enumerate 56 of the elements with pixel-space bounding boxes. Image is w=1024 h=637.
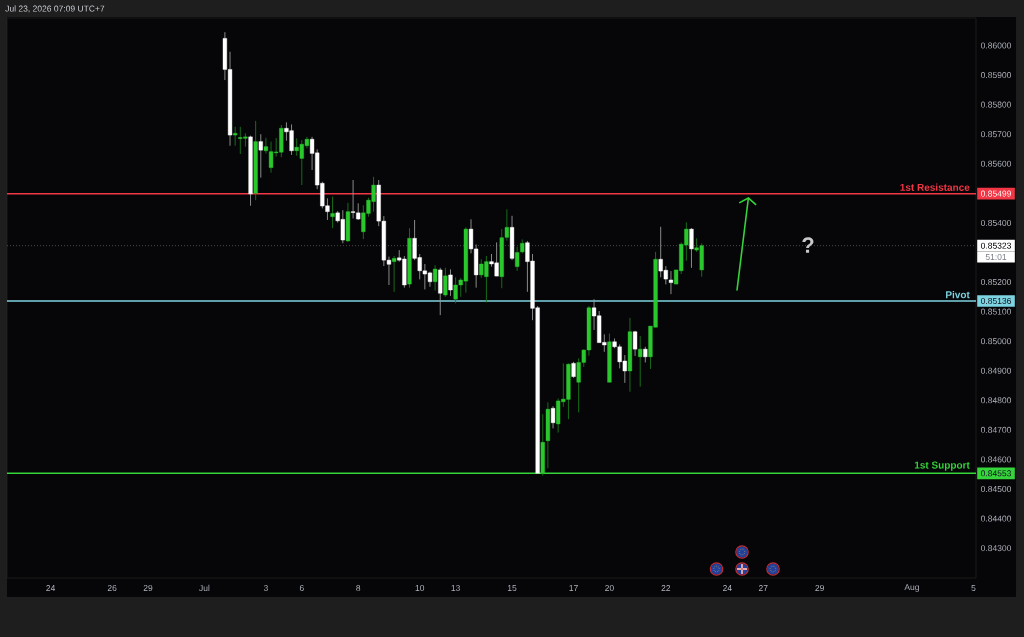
y-tick-label: 0.85400 (980, 219, 1012, 226)
x-tick-label: 3 (263, 585, 268, 591)
x-tick-label: Aug (904, 584, 919, 592)
x-tick-label: 29 (143, 585, 153, 591)
candlestick (689, 227, 694, 269)
y-tick-label: 0.85100 (980, 308, 1012, 315)
x-tick-label: 10 (415, 585, 425, 591)
y-tick-label: 0.84700 (980, 426, 1012, 433)
candlestick (258, 133, 263, 179)
candlestick (433, 264, 438, 292)
candlestick (392, 255, 397, 293)
y-tick-label: 0.85323 (980, 242, 1012, 249)
y-tick-label: 0.85200 (980, 279, 1012, 286)
ref-line-label: Pivot (946, 290, 970, 299)
y-tick-label: 0.85000 (980, 338, 1012, 345)
x-tick-label: 24 (723, 585, 732, 591)
candlestick (443, 267, 448, 298)
ref-line-label: 1st Support (914, 461, 970, 471)
ref-line-label: 1st Resistance (900, 183, 970, 191)
y-tick-label: 0.84800 (980, 397, 1012, 404)
x-tick-label: 26 (107, 585, 117, 591)
x-tick-label: 17 (569, 585, 578, 591)
y-tick-label: 0.84400 (980, 515, 1012, 522)
y-tick-label: 0.85499 (980, 190, 1011, 197)
y-tick-label: 0.85600 (980, 160, 1012, 167)
y-tick-label: 0.85800 (980, 101, 1012, 108)
y-tick-label: 0.84600 (980, 456, 1012, 463)
x-tick-label: 6 (299, 585, 304, 591)
x-tick-label: 8 (356, 585, 361, 591)
x-tick-label: 29 (815, 585, 824, 591)
candlestick (550, 405, 556, 429)
candlestick (638, 335, 643, 388)
ref-line-label: 51:01 (985, 253, 1007, 260)
y-tick-label: 0.84553 (980, 470, 1012, 477)
candlestick (438, 267, 443, 316)
candlestick (233, 126, 238, 147)
x-tick-label: 22 (661, 585, 671, 591)
x-tick-label: 15 (507, 585, 517, 591)
x-tick-label: 20 (605, 585, 614, 591)
y-tick-label: 0.85900 (980, 72, 1012, 79)
x-tick-label: 27 (758, 585, 768, 591)
x-tick-label: 24 (46, 585, 56, 591)
candlestick (448, 268, 453, 297)
annotation: ? (802, 237, 814, 253)
candlestick (632, 330, 638, 357)
x-tick-label: 13 (451, 585, 460, 591)
candlestick (330, 196, 335, 229)
y-tick-label: 0.85700 (980, 131, 1012, 138)
x-tick-label: 5 (971, 585, 976, 591)
y-tick-label: 0.84300 (980, 545, 1012, 552)
y-tick-label: 0.85136 (980, 297, 1012, 304)
x-tick-label: Jul (199, 584, 210, 592)
text: Jul 23, 2026 07:09 UTC+7 (5, 5, 105, 13)
y-tick-label: 0.86000 (980, 42, 1012, 49)
y-tick-label: 0.84900 (980, 367, 1012, 374)
y-tick-label: 0.84500 (980, 486, 1012, 493)
